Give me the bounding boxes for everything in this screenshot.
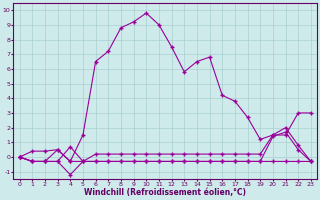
X-axis label: Windchill (Refroidissement éolien,°C): Windchill (Refroidissement éolien,°C) (84, 188, 246, 197)
